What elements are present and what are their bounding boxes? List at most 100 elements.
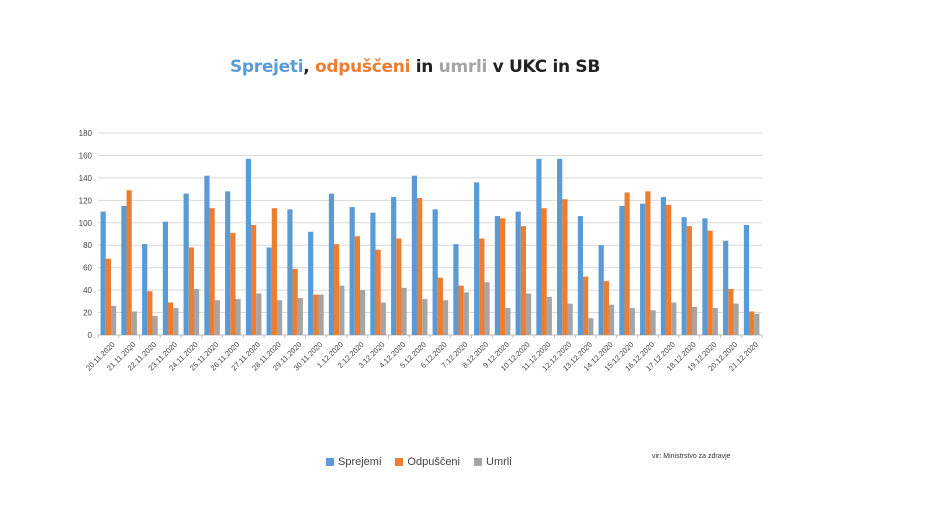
- bar-sprejemi: [494, 216, 501, 335]
- bar-umrli: [276, 300, 283, 335]
- bar-odpuščeni: [458, 285, 464, 335]
- legend-item-sprejemi: Sprejemi: [326, 456, 381, 468]
- bar-umrli: [671, 302, 677, 335]
- bar-umrli: [110, 305, 117, 335]
- bar-sprejemi: [681, 217, 687, 335]
- legend-swatch: [326, 458, 334, 466]
- bar-umrli: [733, 303, 739, 335]
- bar-odpuščeni: [313, 294, 319, 335]
- bar-sprejemi: [598, 245, 604, 335]
- bar-sprejemi: [411, 175, 418, 335]
- bar-sprejemi: [328, 193, 335, 335]
- bar-sprejemi: [557, 158, 563, 335]
- bar-odpuščeni: [707, 230, 713, 335]
- bar-sprejemi: [183, 193, 189, 335]
- bar-odpuščeni: [334, 244, 340, 335]
- bar-umrli: [754, 313, 760, 335]
- bar-sprejemi: [536, 158, 542, 335]
- bar-umrli: [546, 296, 552, 335]
- bar-sprejemi: [432, 209, 438, 335]
- bar-odpuščeni: [396, 238, 402, 335]
- bar-odpuščeni: [292, 268, 298, 335]
- bar-odpuščeni: [437, 277, 443, 335]
- bar-sprejemi: [640, 203, 646, 335]
- bar-sprejemi: [121, 205, 127, 335]
- bar-umrli: [401, 287, 407, 335]
- bar-sprejemi: [723, 240, 729, 335]
- bar-umrli: [629, 308, 635, 335]
- bar-umrli: [297, 297, 303, 335]
- bar-sprejemi: [349, 207, 355, 335]
- title-sprejeti: Sprejeti: [229, 57, 304, 77]
- bar-odpuščeni: [603, 281, 609, 335]
- legend-label: Umrli: [486, 456, 512, 468]
- bar-sprejemi: [370, 212, 376, 335]
- bar-sprejemi: [225, 191, 231, 335]
- legend-item-umrli: Umrli: [474, 456, 512, 468]
- title-rest: v UKC in SB: [487, 57, 601, 77]
- bar-sprejemi: [702, 218, 708, 335]
- bar-umrli: [152, 315, 158, 335]
- bar-odpuščeni: [686, 226, 692, 335]
- bar-sprejemi: [577, 216, 584, 335]
- bar-umrli: [484, 282, 490, 335]
- bar-odpuščeni: [728, 288, 734, 335]
- bar-umrli: [256, 293, 262, 335]
- legend-swatch: [395, 458, 404, 466]
- bar-odpuščeni: [583, 276, 589, 335]
- bar-odpuščeni: [562, 199, 568, 335]
- bar-umrli: [339, 285, 345, 335]
- bar-umrli: [525, 293, 532, 335]
- bar-odpuščeni: [230, 232, 236, 335]
- bar-umrli: [359, 290, 366, 335]
- bar-sprejemi: [743, 225, 750, 335]
- y-tick-label: 160: [79, 151, 93, 160]
- bar-odpuščeni: [666, 204, 672, 335]
- bar-sprejemi: [391, 196, 397, 335]
- legend-swatch: [474, 458, 482, 466]
- bar-umrli: [650, 310, 656, 335]
- bar-umrli: [173, 308, 179, 335]
- bar-odpuščeni: [645, 191, 651, 335]
- y-tick-label: 60: [83, 264, 92, 273]
- y-tick-label: 180: [79, 129, 93, 138]
- y-tick-label: 20: [83, 309, 92, 318]
- bar-umrli: [505, 308, 511, 335]
- title-in: in: [410, 57, 439, 77]
- bar-umrli: [463, 292, 469, 335]
- legend-item-odpuščeni: Odpuščeni: [395, 456, 460, 468]
- bar-odpuščeni: [188, 247, 194, 335]
- bar-umrli: [318, 294, 324, 335]
- bar-odpuščeni: [520, 226, 526, 335]
- bar-sprejemi: [619, 205, 625, 335]
- bar-odpuščeni: [126, 190, 132, 335]
- bar-odpuščeni: [209, 208, 215, 335]
- bar-sprejemi: [287, 209, 293, 335]
- bar-odpuščeni: [541, 208, 547, 335]
- chart-title: Sprejeti, odpuščeni in umrli v UKC in SB: [0, 57, 830, 77]
- bar-sprejemi: [660, 196, 667, 335]
- bar-odpuščeni: [147, 291, 153, 335]
- y-tick-label: 80: [83, 241, 92, 250]
- bar-sprejemi: [453, 244, 459, 335]
- bar-umrli: [193, 288, 200, 335]
- bar-sprejemi: [204, 175, 210, 335]
- bar-umrli: [214, 300, 220, 335]
- bar-odpuščeni: [105, 258, 111, 335]
- bar-sprejemi: [245, 158, 252, 335]
- bar-odpuščeni: [500, 218, 506, 335]
- bar-odpuščeni: [168, 302, 174, 335]
- bar-umrli: [608, 304, 615, 335]
- bar-umrli: [567, 303, 573, 335]
- bar-sprejemi: [515, 211, 521, 335]
- bar-sprejemi: [308, 231, 314, 335]
- source-note: vir: Ministrstvo za zdravje: [652, 453, 731, 460]
- bar-umrli: [422, 299, 428, 335]
- bar-odpuščeni: [375, 249, 381, 335]
- bar-umrli: [691, 306, 698, 335]
- y-tick-label: 100: [79, 219, 93, 228]
- bar-umrli: [235, 299, 241, 335]
- bar-odpuščeni: [271, 208, 277, 335]
- title-umrli: umrli: [438, 57, 488, 77]
